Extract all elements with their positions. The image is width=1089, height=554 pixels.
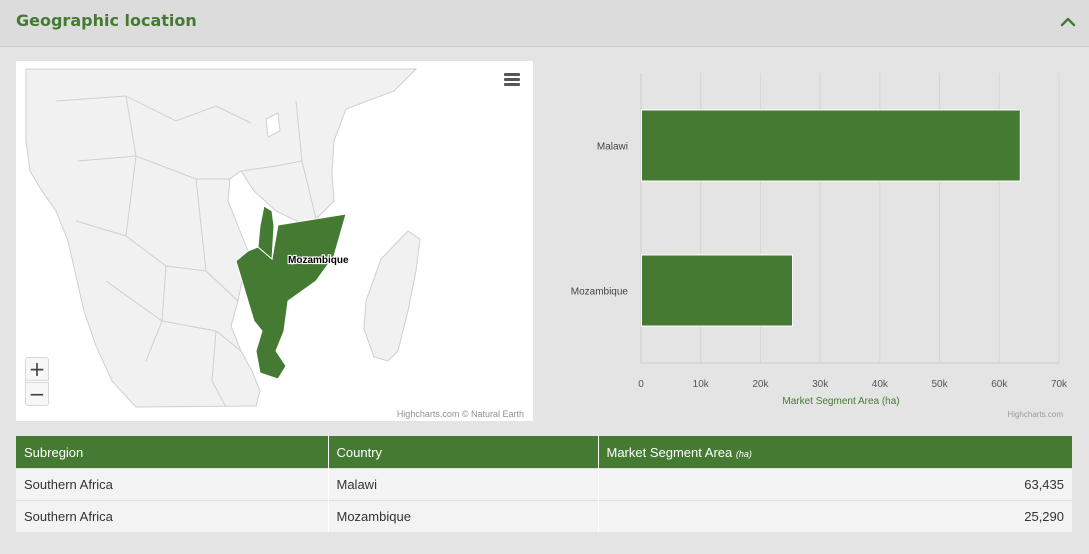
mozambique-shape[interactable]: [235, 213, 347, 380]
malawi-shape[interactable]: [257, 205, 275, 261]
zoom-in-button[interactable]: +: [25, 357, 49, 381]
x-tick-label: 0: [638, 379, 644, 390]
map-credit[interactable]: Highcharts.com © Natural Earth: [396, 409, 524, 419]
lake-shape: [265, 112, 281, 138]
map-panel: Mozambique + − Highcharts.com © Natural …: [16, 61, 533, 421]
bar[interactable]: [641, 254, 794, 327]
table-row: Southern Africa Malawi 63,435: [16, 468, 1072, 501]
table-row: Southern Africa Mozambique 25,290: [16, 500, 1072, 532]
x-tick-label: 40k: [872, 379, 889, 390]
x-axis-title: Market Segment Area (ha): [782, 396, 899, 407]
madagascar-shape: [363, 230, 421, 362]
x-tick-label: 70k: [1051, 379, 1068, 390]
column-header-area[interactable]: Market Segment Area (ha): [598, 436, 1072, 469]
africa-map[interactable]: Mozambique: [16, 61, 533, 421]
section-header[interactable]: Geographic location: [0, 0, 1089, 47]
unit-label: (ha): [735, 448, 752, 459]
continent-landmass: [25, 68, 418, 408]
x-tick-label: 30k: [812, 379, 829, 390]
category-label: Mozambique: [571, 287, 629, 298]
table-header-row: Subregion Country Market Segment Area (h…: [16, 436, 1072, 469]
cell-area: 25,290: [598, 500, 1072, 532]
x-tick-label: 10k: [693, 379, 710, 390]
section-title: Geographic location: [16, 11, 197, 30]
column-header-country[interactable]: Country: [328, 436, 599, 469]
x-tick-label: 20k: [752, 379, 769, 390]
x-tick-label: 60k: [991, 379, 1008, 390]
bar-chart: 0 10k 20k 30k 40k 50k 60k 70k Malawi Mozambique Ma…: [571, 73, 1068, 419]
chart-credit[interactable]: Highcharts.com: [1007, 410, 1063, 419]
cell-country: Mozambique: [328, 500, 599, 532]
category-label: Malawi: [597, 142, 628, 153]
x-tick-label: 50k: [932, 379, 949, 390]
cell-area: 63,435: [598, 468, 1072, 501]
column-header-subregion[interactable]: Subregion: [16, 436, 329, 469]
map-country-label: Mozambique: [288, 255, 349, 266]
cell-subregion: Southern Africa: [16, 468, 329, 501]
bar[interactable]: [641, 109, 1021, 182]
data-table: Subregion Country Market Segment Area (h…: [16, 436, 1072, 532]
cell-country: Malawi: [328, 468, 599, 501]
cell-subregion: Southern Africa: [16, 500, 329, 532]
zoom-out-button[interactable]: −: [25, 382, 49, 406]
country-borders: [55, 95, 317, 408]
chevron-up-icon[interactable]: [1058, 12, 1078, 32]
chart-menu-icon[interactable]: [502, 71, 522, 87]
highlighted-countries[interactable]: [235, 205, 347, 380]
